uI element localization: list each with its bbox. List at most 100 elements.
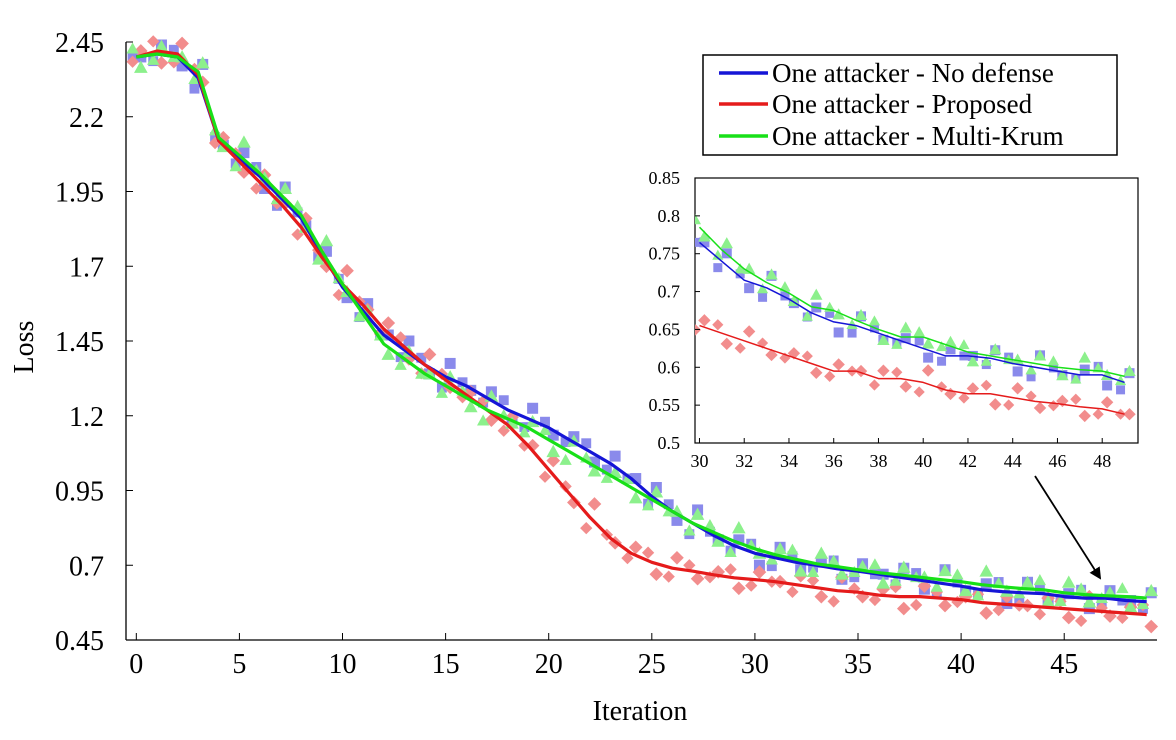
main-series-2-marker — [806, 565, 820, 578]
main-series-1-marker — [814, 589, 829, 604]
main-series-1-marker — [546, 453, 561, 468]
inset-series-2-marker — [921, 337, 935, 349]
main-series-0-marker — [630, 473, 642, 485]
inset-series-2-marker — [1092, 362, 1104, 373]
inset-series-0-marker — [945, 344, 956, 355]
main-series-2-marker — [518, 426, 531, 438]
inset-series-1-marker — [1078, 409, 1091, 423]
main-series-2-marker — [938, 563, 952, 577]
main-series-2-marker — [1041, 594, 1055, 608]
inset-series-2-marker — [958, 339, 970, 350]
inset-x-tick-label: 46 — [1048, 451, 1066, 471]
inset-series-1-marker — [921, 364, 935, 377]
main-series-1-marker — [724, 563, 737, 576]
main-y-tick-label: 2.2 — [69, 103, 104, 134]
main-x-tick-label: 15 — [432, 649, 460, 680]
main-series-1-marker — [732, 581, 746, 596]
inset-series-2-marker — [720, 237, 733, 249]
inset-series-1-marker — [1100, 396, 1114, 409]
main-series-1-marker — [587, 497, 602, 511]
legend-label-no-defense: One attacker - No defense — [772, 58, 1054, 88]
main-series-1-marker — [1033, 608, 1047, 621]
inset-series-1-marker — [935, 381, 948, 393]
main-x-tick-label: 45 — [1050, 649, 1078, 680]
inset-series-1-marker — [765, 348, 778, 362]
main-series-1-marker — [938, 598, 952, 613]
inset-series-0-marker — [1102, 380, 1113, 391]
inset-series-0-marker — [825, 308, 835, 318]
legend-label-multikrum: One attacker - Multi-Krum — [772, 121, 1064, 151]
main-series-1-marker — [641, 546, 655, 559]
main-series-2-marker — [1033, 574, 1047, 586]
main-series-2-marker — [463, 399, 478, 413]
inset-x-tick-label: 32 — [735, 451, 753, 471]
main-series-0-marker — [457, 377, 468, 388]
main-series-1-marker — [628, 540, 643, 555]
inset-series-2-marker — [712, 249, 724, 260]
main-series-2-marker — [889, 574, 902, 586]
main-series-0-marker — [168, 44, 179, 55]
inset-series-1-marker — [801, 350, 813, 362]
inset-x-tick-label: 34 — [780, 451, 798, 471]
main-series-1-marker — [827, 595, 840, 608]
main-series-2-marker — [649, 485, 664, 498]
inset-series-2-marker — [935, 341, 948, 352]
main-series-2-marker — [951, 568, 964, 580]
inset-series-1-marker — [899, 380, 912, 393]
main-series-2-marker — [1082, 595, 1097, 608]
inset-series-2-marker — [1033, 349, 1047, 361]
inset-series-2-marker — [899, 321, 912, 333]
inset-y-tick-label: 0.8 — [658, 206, 681, 226]
main-series-0-marker — [560, 437, 571, 448]
main-series-2-marker — [1123, 600, 1138, 613]
main-series-1-marker — [662, 570, 675, 583]
main-series-2-marker — [195, 56, 210, 69]
main-series-0-marker — [671, 514, 683, 526]
legend-label-proposed: One attacker - Proposed — [772, 89, 1033, 119]
main-series-1-marker — [855, 589, 870, 604]
inset-x-tick-label: 48 — [1093, 451, 1111, 471]
main-series-2-marker — [621, 473, 634, 485]
main-series-1-marker — [1074, 614, 1088, 628]
inset-panel — [694, 177, 1139, 444]
inset-series-2-marker — [966, 355, 980, 367]
inset-series-1-marker — [734, 342, 746, 354]
main-series-1-marker — [518, 439, 531, 452]
x-axis-title: Iteration — [593, 696, 688, 727]
inset-series-2-marker — [1123, 364, 1136, 377]
main-series-2-marker — [546, 444, 561, 458]
main-series-1-marker — [580, 522, 593, 535]
inset-series-0-marker — [847, 328, 857, 338]
main-series-2-marker — [147, 53, 160, 65]
inset-series-0-marker — [833, 327, 844, 338]
main-series-1-marker — [649, 567, 664, 582]
main-series-2-marker — [154, 39, 169, 52]
main-series-1-marker — [992, 603, 1005, 617]
main-series-2-marker — [1144, 583, 1159, 597]
main-series-1-marker — [1144, 619, 1159, 634]
inset-series-0-marker — [699, 237, 710, 248]
main-series-2-marker — [1074, 582, 1088, 594]
inset-series-1-marker — [958, 392, 970, 404]
inset-series-0-marker — [713, 263, 723, 273]
main-series-1-marker — [683, 559, 696, 572]
inset-series-1-marker — [712, 319, 724, 331]
main-x-tick-label: 40 — [947, 649, 975, 680]
main-series-2-marker — [732, 521, 746, 534]
main-x-tick-label: 30 — [741, 649, 769, 680]
inset-y-tick-label: 0.5 — [658, 433, 681, 453]
main-series-1-marker — [621, 551, 634, 565]
main-series-0-marker — [1034, 582, 1045, 593]
main-series-0-marker — [416, 352, 427, 363]
main-series-2-marker — [827, 554, 840, 566]
main-series-2-marker — [628, 491, 643, 504]
main-y-tick-label: 1.45 — [55, 327, 104, 358]
inset-series-2-marker — [779, 281, 791, 292]
inset-x-tick-label: 44 — [1004, 451, 1022, 471]
inset-series-2-marker — [756, 283, 769, 294]
main-series-0-marker — [189, 83, 200, 94]
inset-series-1-marker — [1033, 401, 1047, 415]
inset-series-1-marker — [966, 382, 980, 395]
main-series-2-marker — [703, 519, 717, 531]
inset-y-tick-label: 0.6 — [658, 357, 681, 377]
